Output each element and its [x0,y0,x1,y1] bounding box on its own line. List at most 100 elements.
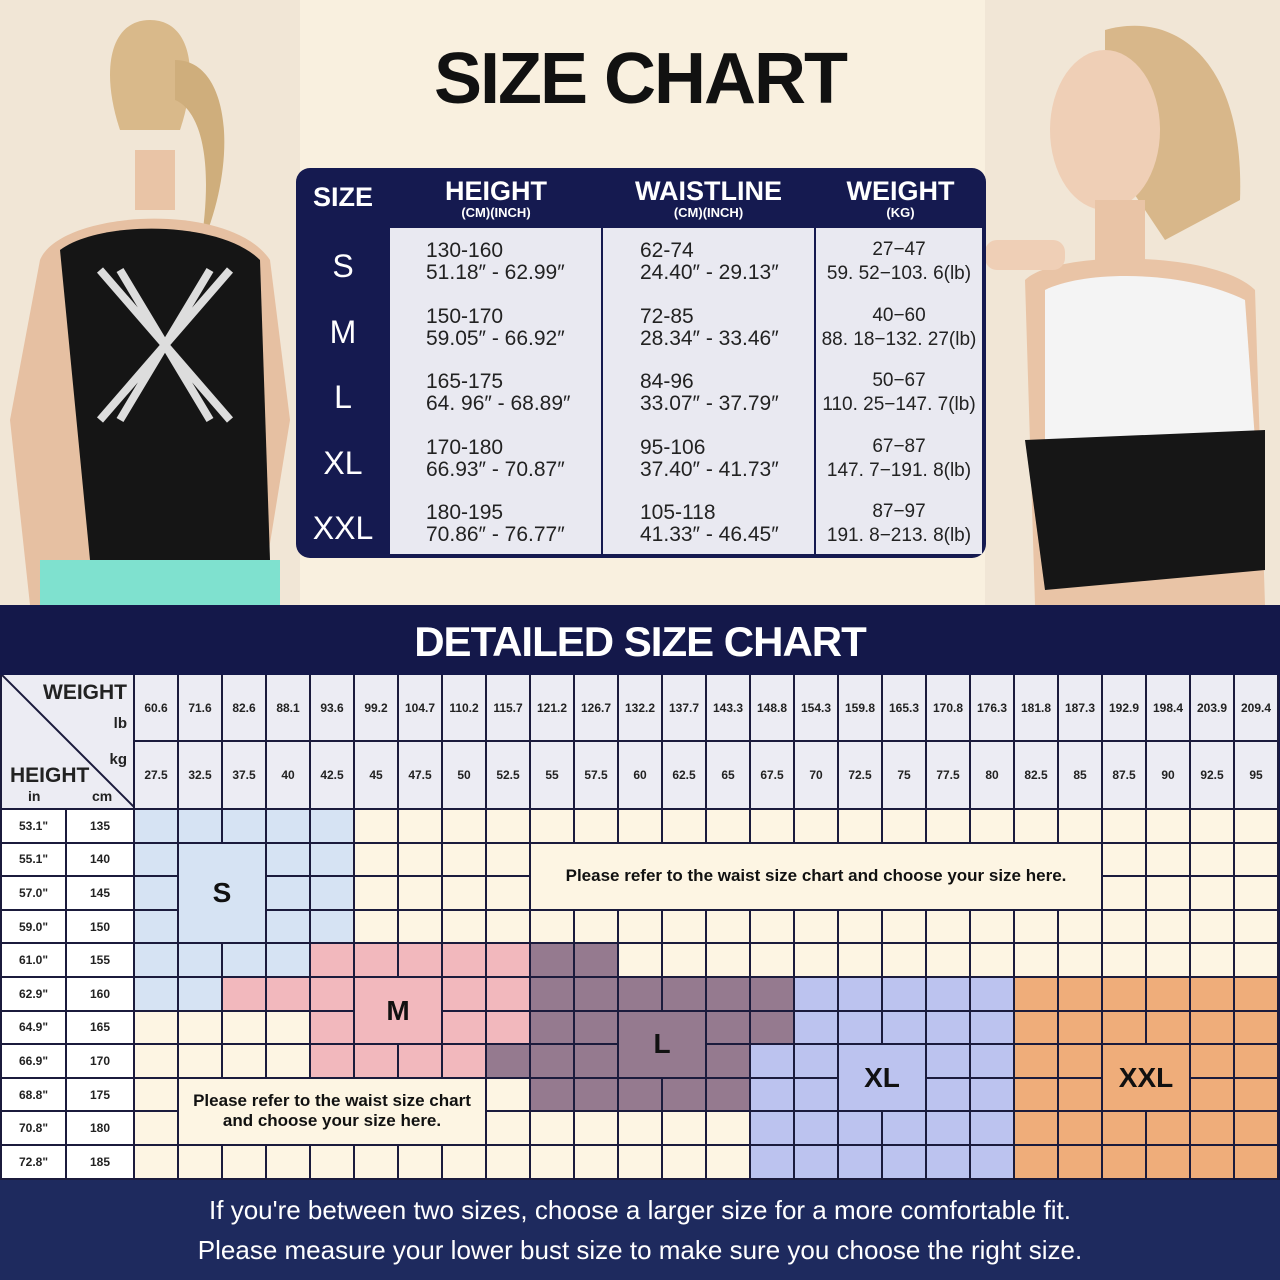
grid-cell-xl [839,1011,883,1046]
header-height-unit: (CM)(INCH) [461,205,531,220]
header-height-label: HEIGHT [444,176,547,206]
height-in-header: 70.8" [0,1112,67,1146]
grid-cell-unassigned [223,1045,267,1079]
grid-cell-unassigned [707,810,751,844]
grid-cell-xxl [1059,1011,1103,1046]
grid-cell-l [531,978,575,1012]
height-cell: 180-195 70.86″ - 76.77″ [426,502,565,546]
height-in-header: 72.8" [0,1146,67,1180]
grid-cell-s [179,978,223,1012]
weight-cell: 87−97 191. 8−213. 8(lb) [816,500,982,548]
weight-kg-header: 92.5 [1191,742,1235,810]
grid-cell-unassigned [1147,843,1191,878]
corner-cm: cm [92,788,113,804]
weight-lb-header: 88.1 [267,675,311,742]
waist-in: 33.07″ - 37.79″ [640,392,779,415]
grid-cell-s [135,877,179,911]
weight-lb-header: 115.7 [487,675,531,742]
weight-lb-header: 209.4 [1235,675,1279,742]
grid-cell-s [135,944,179,978]
grid-cell-s [267,877,311,911]
weight-kg-header: 75 [883,742,927,810]
weight-kg-header: 90 [1147,742,1191,810]
grid-cell-xl [795,1011,839,1046]
waist-cell: 84-96 33.07″ - 37.79″ [640,371,779,415]
grid-cell-m [311,1011,355,1046]
grid-cell-unassigned [399,1146,443,1180]
grid-cell-unassigned [179,1146,223,1180]
grid-cell-unassigned [443,910,487,945]
grid-cell-unassigned [1015,910,1059,945]
footer-line-2: Please measure your lower bust size to m… [197,1235,1083,1265]
weight-lb-header: 71.6 [179,675,223,742]
grid-cell-unassigned [839,810,883,844]
grid-cell-unassigned [1103,810,1147,844]
grid-cell-unassigned [399,910,443,945]
weight-kg: 50−67 [872,370,926,391]
grid-cell-xxl [1103,1112,1147,1146]
grid-cell-unassigned [487,1078,531,1113]
weight-kg-header: 77.5 [927,742,971,810]
waist-cm: 84-96 [640,370,694,393]
grid-cell-unassigned [223,1146,267,1180]
grid-cell-l [531,1011,575,1046]
grid-cell-unassigned [135,1146,179,1180]
grid-cell-unassigned [751,910,795,945]
grid-cell-unassigned [971,944,1015,978]
grid-cell-xl [971,978,1015,1012]
size-region-label-l: L [619,1011,705,1077]
grid-cell-unassigned [663,944,707,978]
grid-cell-xl [971,1146,1015,1180]
height-in: 51.18″ - 62.99″ [426,261,565,284]
grid-cell-unassigned [619,1146,663,1180]
grid-cell-xxl [1059,1146,1103,1180]
weight-lb-header: 198.4 [1147,675,1191,742]
weight-lb-header: 121.2 [531,675,575,742]
grid-cell-unassigned [135,1112,179,1146]
grid-cell-xxl [1235,978,1279,1012]
waist-cell: 72-85 28.34″ - 33.46″ [640,305,779,350]
grid-cell-xxl [1015,1011,1059,1046]
grid-cell-unassigned [1235,810,1279,844]
grid-cell-unassigned [575,1112,619,1146]
height-in: 70.86″ - 76.77″ [426,523,565,546]
grid-cell-unassigned [1059,944,1103,978]
grid-cell-unassigned [179,1011,223,1046]
grid-cell-unassigned [1103,843,1147,878]
weight-lb-header: 143.3 [707,675,751,742]
weight-kg-header: 85 [1059,742,1103,810]
size-region-label-xxl: XXL [1103,1045,1189,1111]
grid-cell-s [223,944,267,978]
grid-cell-unassigned [135,1045,179,1079]
weight-column [816,228,982,554]
diagonal-divider [2,675,135,808]
height-cm: 165-175 [426,370,504,393]
grid-cell-xxl [1059,978,1103,1012]
height-cm-header: 180 [67,1112,135,1146]
grid-cell-unassigned [619,1112,663,1146]
grid-cell-unassigned [927,944,971,978]
height-cell: 130-160 51.18″ - 62.99″ [426,240,565,284]
grid-cell-unassigned [487,843,531,878]
grid-cell-m [487,978,531,1012]
height-cm-header: 155 [67,944,135,978]
weight-lb-header: 137.7 [663,675,707,742]
grid-cell-unassigned [839,944,883,978]
grid-cell-l [619,1078,663,1113]
waist-chart-note-top: Please refer to the waist size chart and… [531,843,1101,909]
grid-cell-unassigned [707,910,751,945]
grid-cell-xxl [1235,1146,1279,1180]
grid-cell-unassigned [707,1112,751,1146]
grid-cell-xl [883,978,927,1012]
header-size: SIZE [296,168,390,228]
grid-cell-unassigned [795,810,839,844]
model-front-view-photo [985,0,1280,605]
grid-cell-xxl [1015,978,1059,1012]
grid-cell-unassigned [399,810,443,844]
weight-kg-header: 37.5 [223,742,267,810]
grid-cell-xl [751,1146,795,1180]
footer-notes: If you're between two sizes, choose a la… [0,1180,1280,1280]
grid-cell-unassigned [135,1078,179,1113]
weight-lb-header: 170.8 [927,675,971,742]
weight-kg-header: 45 [355,742,399,810]
